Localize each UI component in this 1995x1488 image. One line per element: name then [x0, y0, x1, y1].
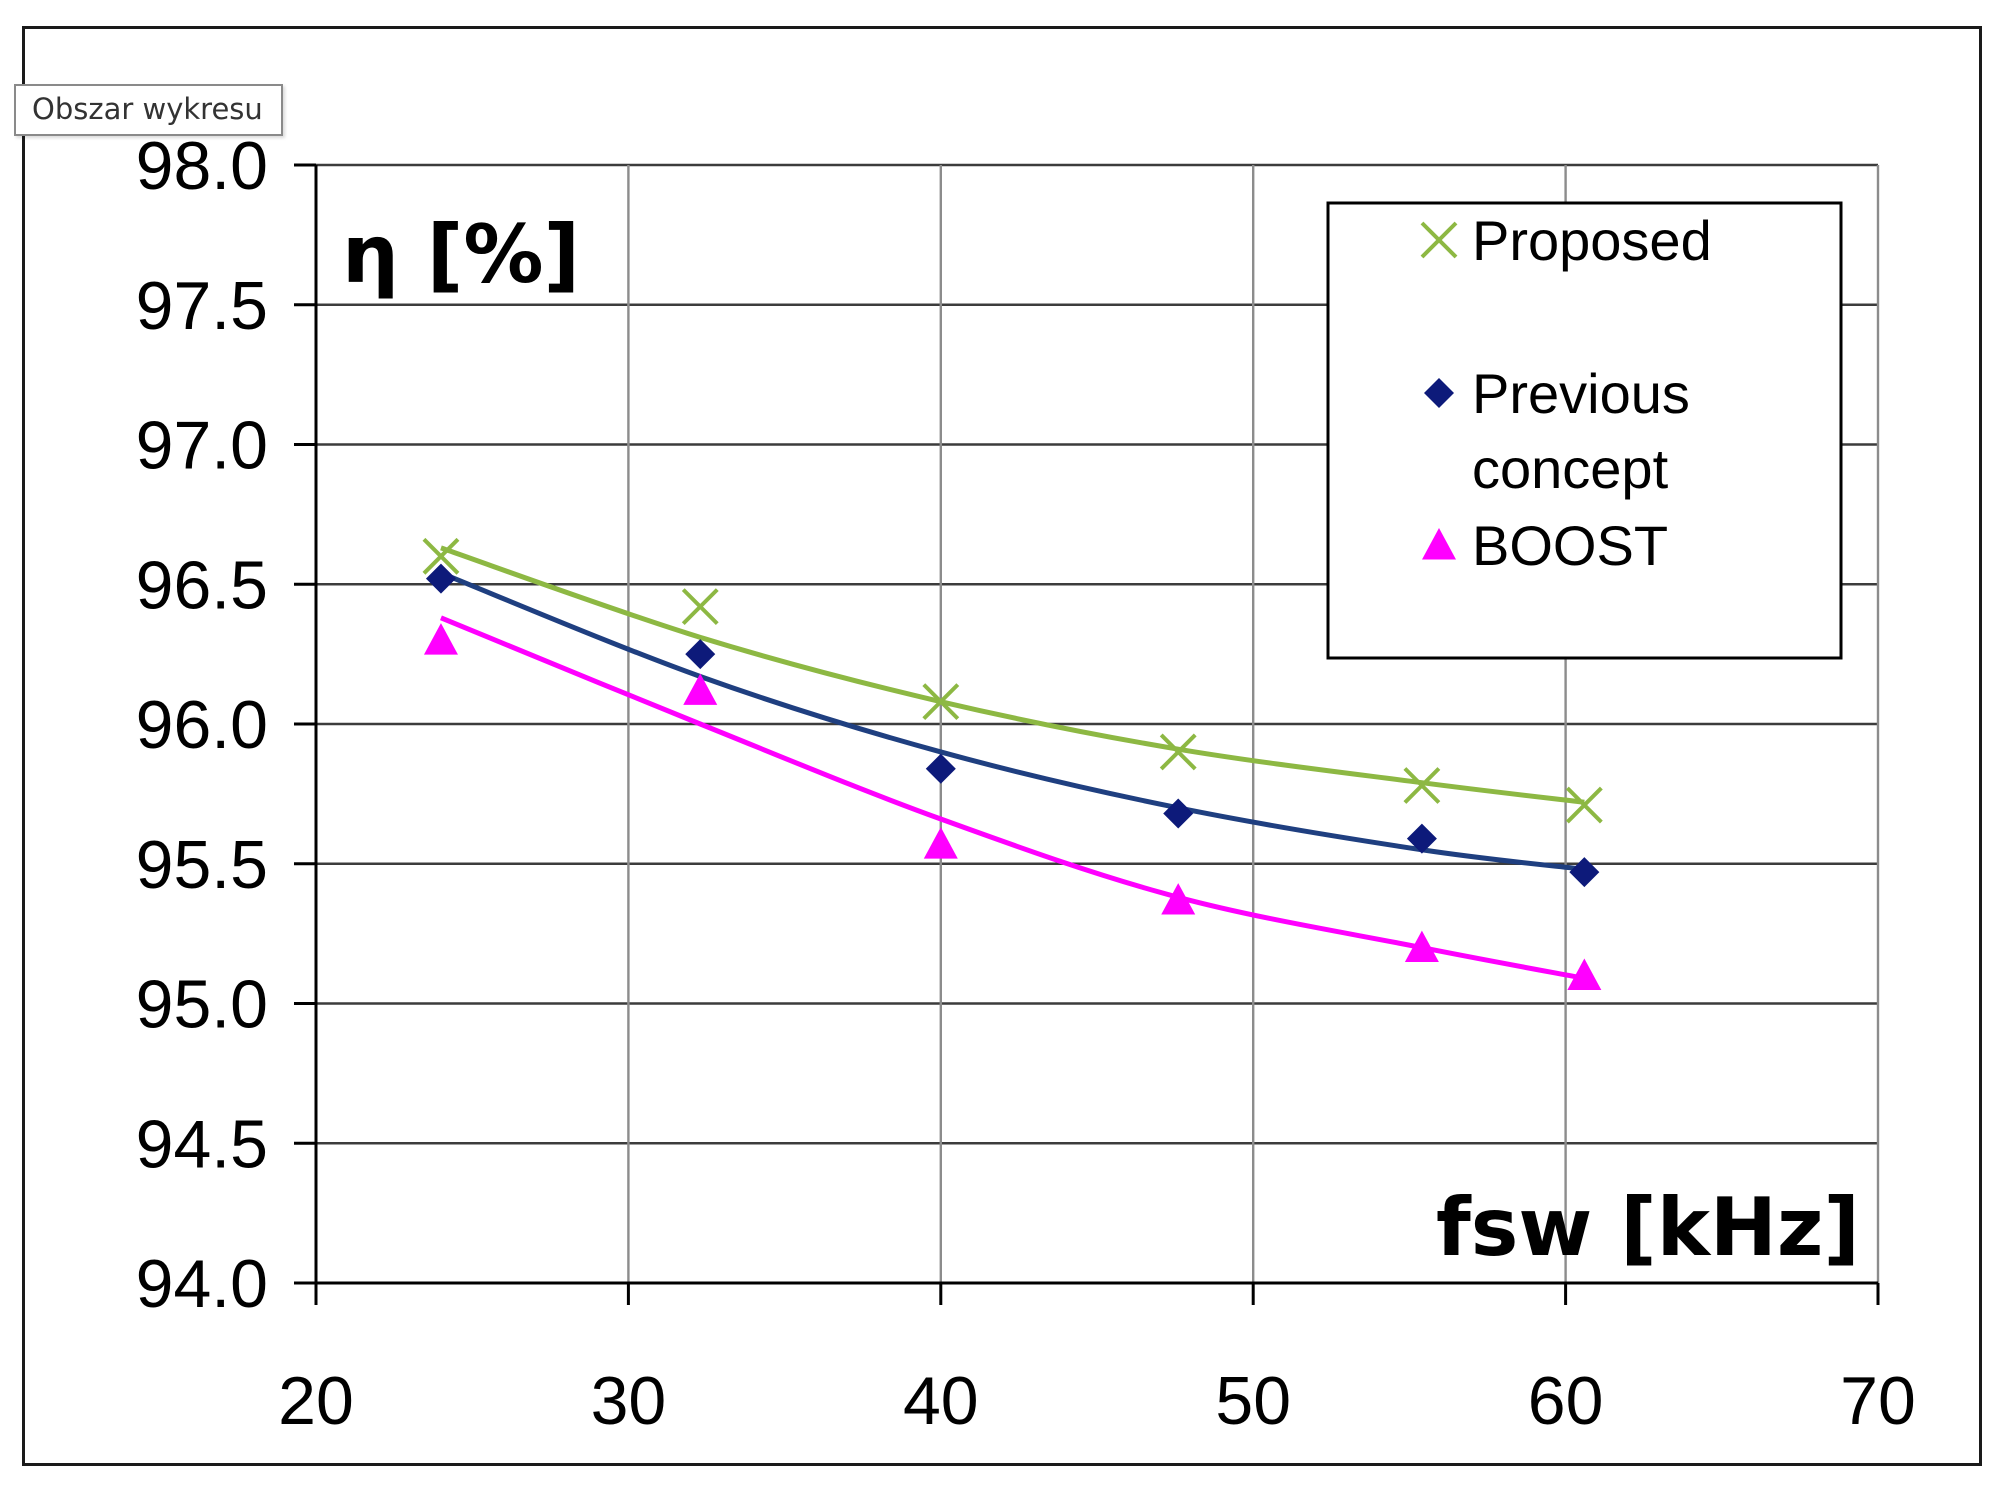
y-tick-label: 97.5 [136, 268, 268, 344]
data-point-previous-concept [685, 639, 716, 670]
y-tick-label: 97.0 [136, 408, 268, 484]
y-tick-label: 96.0 [136, 687, 268, 763]
data-point-previous-concept [1163, 798, 1194, 829]
data-point-previous-concept [425, 563, 456, 594]
legend-marker-previous-concept [1424, 378, 1454, 408]
legend-marker-boost [1422, 528, 1456, 560]
legend-marker-proposed [1420, 221, 1458, 259]
y-axis-title: η [%] [342, 208, 580, 301]
data-point-previous-concept [925, 753, 956, 784]
data-point-boost [423, 623, 458, 655]
legend-box [1326, 201, 1843, 660]
data-point-previous-concept [1406, 823, 1437, 854]
data-point-proposed [422, 537, 460, 575]
y-tick-label: 95.0 [136, 967, 268, 1043]
legend-label-boost: BOOST [1472, 514, 1668, 577]
data-point-proposed [1159, 733, 1197, 771]
y-tick-label: 96.5 [136, 547, 268, 623]
x-tick-label: 20 [278, 1363, 354, 1439]
data-point-proposed [1403, 767, 1441, 804]
x-tick-label: 70 [1840, 1363, 1916, 1439]
legend-label-previous-concept: Previous concept [1472, 362, 1690, 500]
data-point-proposed [1565, 786, 1603, 824]
data-point-boost [1567, 958, 1602, 990]
y-tick-label: 98.0 [136, 128, 268, 204]
x-tick-label: 50 [1215, 1363, 1291, 1439]
data-point-boost [1404, 930, 1439, 963]
chart-area-tooltip: Obszar wykresu [14, 84, 283, 136]
x-tick-label: 60 [1528, 1363, 1604, 1439]
data-point-boost [1161, 883, 1196, 915]
legend-label-proposed: Proposed [1472, 209, 1712, 272]
x-tick-label: 30 [591, 1363, 667, 1439]
data-point-proposed [922, 683, 960, 721]
y-tick-label: 94.0 [136, 1246, 268, 1322]
data-point-boost [923, 827, 958, 859]
data-point-proposed [681, 588, 719, 626]
x-tick-label: 40 [903, 1363, 979, 1439]
y-tick-label: 94.5 [136, 1106, 268, 1182]
legend: Proposed Previous concept BOOST [1326, 201, 1843, 660]
data-point-previous-concept [1569, 857, 1600, 888]
y-tick-label: 95.5 [136, 827, 268, 903]
x-axis-title: fsw [kHz] [1436, 1181, 1860, 1274]
data-point-boost [683, 673, 718, 705]
